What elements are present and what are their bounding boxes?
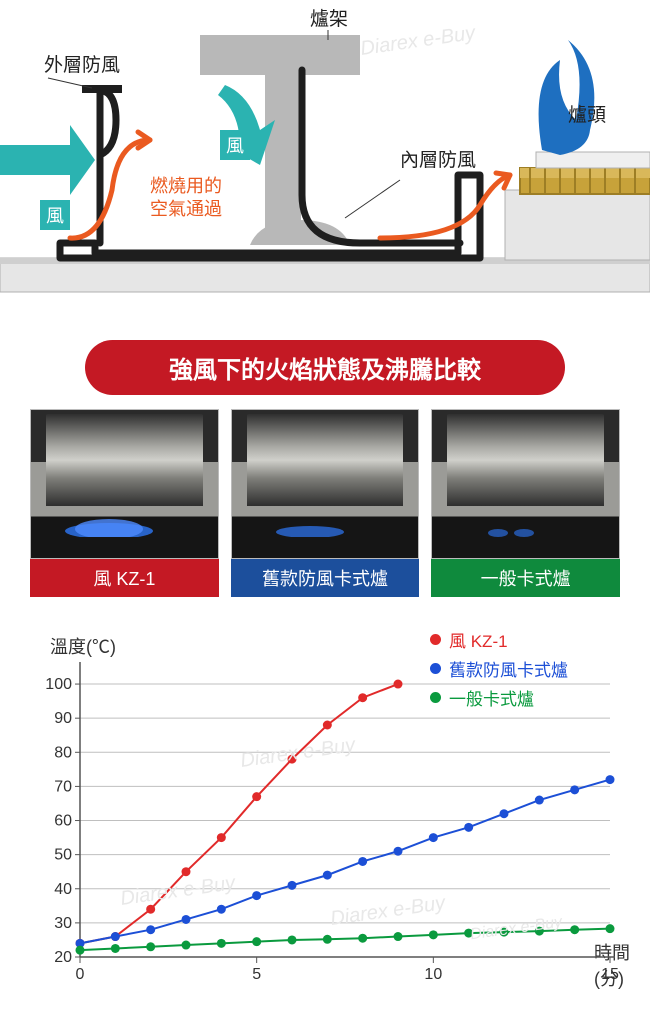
photo-img	[30, 409, 219, 559]
svg-text:5: 5	[252, 966, 261, 983]
flame-weak-icon	[460, 507, 560, 537]
photo-caption: 舊款防風卡式爐	[231, 559, 420, 597]
svg-text:10: 10	[424, 966, 442, 983]
label-rack: 爐架	[310, 4, 348, 31]
temperature-chart: 溫度(℃) 時間 (分) 風 KZ-1 舊款防風卡式爐 一般卡式爐 203040…	[20, 627, 630, 997]
photo-card-kz1: 風 KZ-1	[30, 409, 219, 597]
svg-text:40: 40	[54, 881, 72, 898]
air-flow-text: 燃燒用的 空氣通過	[150, 175, 222, 220]
label-outer-windshield: 外層防風	[44, 50, 120, 77]
burner-diagram: 外層防風 爐架 爐頭 內層防風 風 風 燃燒用的 空氣通過	[0, 0, 650, 310]
comparison-photos: 風 KZ-1 舊款防風卡式爐 一般卡式爐	[0, 409, 650, 597]
photo-caption: 一般卡式爐	[431, 559, 620, 597]
diagram-svg	[0, 0, 650, 310]
photo-img	[231, 409, 420, 559]
chart-svg: 20 30 40 50 60 70 80 90 100 0 5 10 15	[20, 627, 630, 997]
wind-tag-1: 風	[40, 200, 70, 230]
svg-text:60: 60	[54, 813, 72, 830]
svg-text:20: 20	[54, 949, 72, 966]
svg-text:15: 15	[601, 966, 619, 983]
photo-img	[431, 409, 620, 559]
svg-text:100: 100	[45, 676, 72, 693]
photo-card-normal: 一般卡式爐	[431, 409, 620, 597]
label-inner-windshield-text: 內層防風	[400, 150, 476, 171]
flame-medium-icon	[260, 507, 360, 537]
section-banner: 強風下的火焰狀態及沸騰比較	[85, 340, 565, 395]
wind-tag-2: 風	[220, 130, 250, 160]
air-text-line1: 燃燒用的	[150, 176, 222, 196]
svg-text:0: 0	[76, 966, 85, 983]
photo-caption: 風 KZ-1	[30, 559, 219, 597]
svg-text:90: 90	[54, 710, 72, 727]
photo-card-old: 舊款防風卡式爐	[231, 409, 420, 597]
label-burner-head: 爐頭	[568, 100, 606, 127]
air-text-line2: 空氣通過	[150, 199, 222, 219]
svg-text:80: 80	[54, 744, 72, 761]
svg-text:70: 70	[54, 778, 72, 795]
svg-text:50: 50	[54, 847, 72, 864]
label-inner-windshield: 內層防風	[400, 150, 476, 173]
flame-strong-icon	[59, 507, 159, 537]
svg-text:30: 30	[54, 915, 72, 932]
